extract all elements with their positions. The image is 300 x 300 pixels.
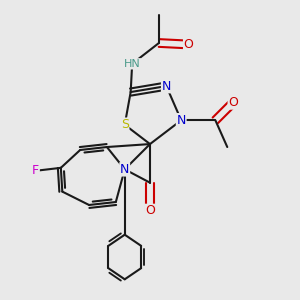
Text: N: N: [120, 163, 129, 176]
Text: O: O: [228, 96, 238, 109]
Text: N: N: [176, 114, 186, 127]
Text: N: N: [162, 80, 171, 93]
Text: F: F: [32, 164, 39, 177]
Text: O: O: [145, 204, 155, 218]
Text: S: S: [121, 118, 129, 131]
Text: O: O: [184, 38, 194, 51]
Text: HN: HN: [124, 59, 140, 69]
